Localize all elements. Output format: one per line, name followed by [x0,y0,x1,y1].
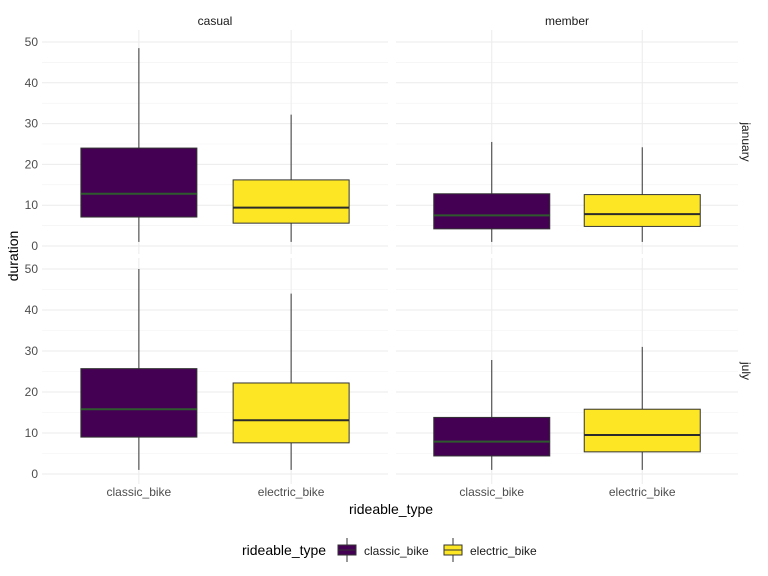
panel-casual-july [42,258,388,484]
y-tick-label: 50 [25,262,39,276]
y-tick-label: 20 [25,157,39,171]
y-tick-label: 20 [25,385,39,399]
x-tick-label: classic_bike [107,485,172,499]
axis-ticks-layer: 0 10 20 30 40 50 0 10 20 30 40 50 classic_bike electr… [25,35,676,499]
y-tick-label: 0 [31,467,38,481]
box-iqr [80,368,198,438]
legend-entry-classic_bike: classic_bike [337,538,429,562]
y-tick-label: 10 [25,198,39,212]
facet-label-member: member [545,14,589,28]
panel-member-july [396,258,738,484]
box-classic_bike [80,48,198,242]
box-iqr [80,147,198,218]
legend-label: electric_bike [470,544,537,558]
x-tick-label: classic_bike [459,485,524,499]
box-electric_bike [232,293,350,470]
y-tick-label: 0 [31,239,38,253]
y-tick-label: 50 [25,35,39,49]
y-tick-label: 40 [25,76,39,90]
box-classic_bike [433,360,551,470]
panel-casual-january [42,30,388,254]
panel-member-january [396,30,738,254]
box-iqr [583,408,701,453]
legend-entries: classic_bike electric_bike [337,538,537,562]
box-classic_bike [80,269,198,470]
legend: rideable_type classic_bike electric_bike [242,538,537,562]
box-electric_bike [232,114,350,242]
box-iqr [232,382,350,444]
x-tick-label: electric_bike [609,485,676,499]
box-iqr [433,193,551,230]
legend-entry-electric_bike: electric_bike [443,538,537,562]
facet-label-casual: casual [198,14,233,28]
box-electric_bike [583,346,701,470]
y-tick-label: 30 [25,344,39,358]
box-electric_bike [583,147,701,242]
panels-layer [42,30,738,484]
strip-labels-layer: casual member january july [198,14,753,380]
legend-label: classic_bike [364,544,429,558]
box-iqr [583,194,701,227]
y-tick-label: 30 [25,117,39,131]
box-iqr [433,416,551,457]
y-axis-title: duration [5,231,21,282]
facet-label-january: january [739,121,753,161]
box-iqr [232,179,350,224]
facet-label-july: july [739,361,753,380]
legend-title: rideable_type [242,542,326,558]
x-tick-label: electric_bike [258,485,325,499]
box-classic_bike [433,141,551,242]
y-tick-label: 10 [25,426,39,440]
x-axis-title: rideable_type [349,501,433,517]
y-tick-label: 40 [25,303,39,317]
